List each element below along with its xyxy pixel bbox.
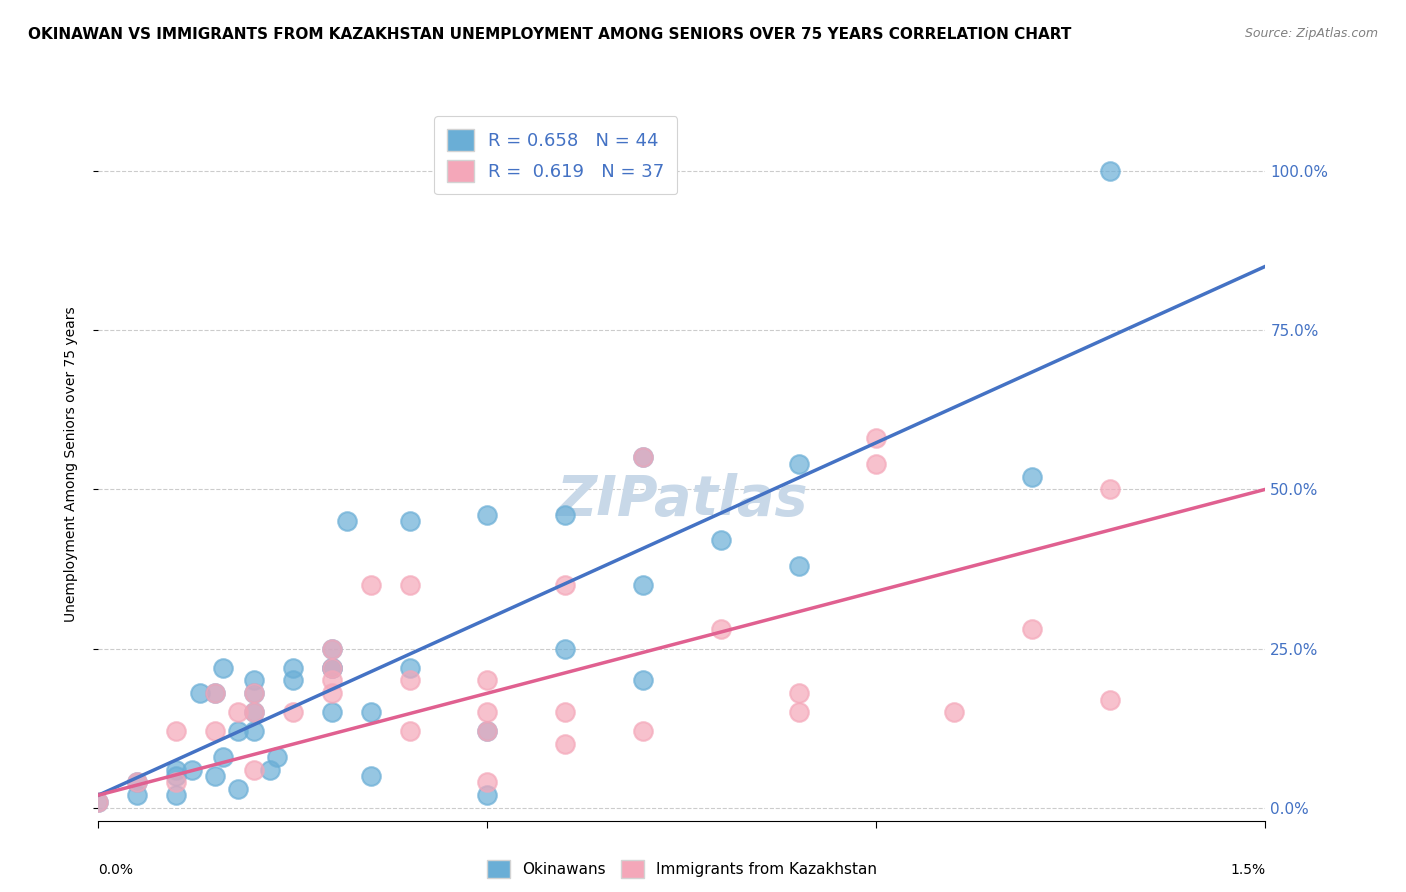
Point: [787, 706, 810, 720]
Text: 0.0%: 0.0%: [98, 863, 134, 878]
Point: [787, 558, 810, 573]
Point: [477, 724, 499, 739]
Point: [360, 769, 382, 783]
Point: [243, 706, 266, 720]
Y-axis label: Unemployment Among Seniors over 75 years: Unemployment Among Seniors over 75 years: [63, 306, 77, 622]
Point: [228, 724, 250, 739]
Point: [865, 431, 887, 445]
Point: [398, 578, 420, 592]
Point: [631, 450, 654, 465]
Point: [281, 661, 304, 675]
Point: [204, 686, 226, 700]
Point: [554, 737, 576, 751]
Point: [321, 673, 343, 688]
Point: [787, 457, 810, 471]
Point: [127, 788, 149, 802]
Point: [165, 724, 187, 739]
Point: [477, 673, 499, 688]
Point: [266, 750, 288, 764]
Point: [165, 775, 187, 789]
Point: [477, 706, 499, 720]
Point: [398, 514, 420, 528]
Point: [165, 769, 187, 783]
Point: [243, 706, 266, 720]
Point: [787, 686, 810, 700]
Point: [398, 661, 420, 675]
Point: [321, 661, 343, 675]
Point: [243, 724, 266, 739]
Point: [710, 533, 733, 548]
Point: [321, 686, 343, 700]
Point: [243, 673, 266, 688]
Point: [321, 641, 343, 656]
Point: [398, 724, 420, 739]
Text: 1.5%: 1.5%: [1230, 863, 1265, 878]
Point: [631, 673, 654, 688]
Point: [554, 508, 576, 522]
Point: [127, 775, 149, 789]
Legend: Okinawans, Immigrants from Kazakhstan: Okinawans, Immigrants from Kazakhstan: [481, 854, 883, 884]
Point: [554, 706, 576, 720]
Point: [127, 775, 149, 789]
Point: [243, 686, 266, 700]
Point: [477, 788, 499, 802]
Point: [188, 686, 211, 700]
Point: [554, 641, 576, 656]
Point: [710, 623, 733, 637]
Point: [1098, 692, 1121, 706]
Point: [212, 750, 235, 764]
Point: [360, 706, 382, 720]
Point: [259, 763, 281, 777]
Point: [631, 450, 654, 465]
Point: [281, 673, 304, 688]
Point: [398, 673, 420, 688]
Point: [228, 781, 250, 796]
Point: [165, 788, 187, 802]
Point: [943, 706, 966, 720]
Point: [281, 706, 304, 720]
Point: [204, 724, 226, 739]
Point: [321, 706, 343, 720]
Point: [1098, 483, 1121, 497]
Point: [631, 578, 654, 592]
Text: ZIPatlas: ZIPatlas: [557, 473, 807, 526]
Point: [1098, 163, 1121, 178]
Point: [1021, 623, 1043, 637]
Point: [321, 661, 343, 675]
Point: [212, 661, 235, 675]
Point: [180, 763, 202, 777]
Point: [477, 508, 499, 522]
Point: [321, 641, 343, 656]
Point: [631, 724, 654, 739]
Point: [865, 457, 887, 471]
Point: [204, 686, 226, 700]
Point: [228, 706, 250, 720]
Point: [243, 686, 266, 700]
Point: [360, 578, 382, 592]
Point: [243, 763, 266, 777]
Text: OKINAWAN VS IMMIGRANTS FROM KAZAKHSTAN UNEMPLOYMENT AMONG SENIORS OVER 75 YEARS : OKINAWAN VS IMMIGRANTS FROM KAZAKHSTAN U…: [28, 27, 1071, 42]
Point: [554, 578, 576, 592]
Point: [87, 795, 110, 809]
Point: [477, 775, 499, 789]
Point: [87, 795, 110, 809]
Text: Source: ZipAtlas.com: Source: ZipAtlas.com: [1244, 27, 1378, 40]
Point: [165, 763, 187, 777]
Point: [477, 724, 499, 739]
Point: [336, 514, 359, 528]
Point: [321, 661, 343, 675]
Point: [1021, 469, 1043, 483]
Point: [204, 769, 226, 783]
